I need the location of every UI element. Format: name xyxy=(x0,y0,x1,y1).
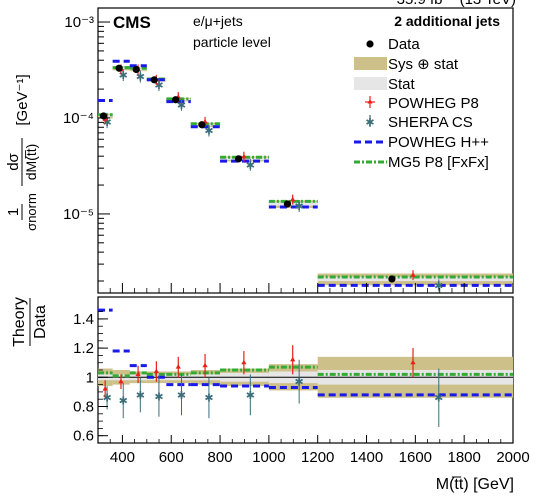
top-powheg-p8-point xyxy=(241,153,247,159)
top-data-point xyxy=(198,121,206,129)
bottom-sherpa-point: ✱ xyxy=(434,393,443,405)
bottom-ytick-label: 1 xyxy=(86,369,94,386)
top-panel-marks: ✱ ✱ ✱ ✱ ✱ ✱ ✱ ✱ ✱ xyxy=(98,59,513,292)
top-sherpa-point: ✱ xyxy=(119,70,128,82)
bottom-powheg-p8-point xyxy=(153,368,159,374)
bottom-xtick-label: 1400 xyxy=(350,449,383,466)
bottom-xtick-label: 1000 xyxy=(252,449,285,466)
legend: Data Sys ⊕ stat Stat POWHEG P8 ✱ SHERPA … xyxy=(354,36,489,171)
lumi-label: 35.9 fb⁻¹ (13 TeV) xyxy=(397,0,516,8)
top-sherpa-point: ✱ xyxy=(246,160,255,172)
category-label: 2 additional jets xyxy=(394,13,500,29)
top-data-point xyxy=(283,200,292,208)
bottom-sherpa-point: ✱ xyxy=(154,391,163,403)
top-sherpa-point: ✱ xyxy=(295,201,304,213)
top-ytick-label: 10⁻⁵ xyxy=(63,206,94,223)
top-powheg-p8-point xyxy=(290,196,296,202)
legend-sys-swatch xyxy=(354,57,387,70)
bottom-powheg-p8-point xyxy=(290,356,296,362)
bottom-panel-marks: ✱ ✱ ✱ ✱ ✱ ✱ ✱ ✱ ✱ xyxy=(98,308,513,427)
bottom-sherpa-point: ✱ xyxy=(177,390,186,402)
top-ylabel-dm: dM(t̅t) xyxy=(23,144,39,181)
bottom-xtick-label: 2000 xyxy=(496,449,529,466)
top-data-point xyxy=(172,96,180,104)
bottom-sherpa-point: ✱ xyxy=(246,390,255,402)
legend-mg5-label: MG5 P8 [FxFx] xyxy=(388,154,489,171)
top-sherpa-point: ✱ xyxy=(204,126,213,138)
bottom-sherpa-point: ✱ xyxy=(204,393,213,405)
legend-sys-label: Sys ⊕ stat xyxy=(388,56,459,73)
bottom-ytick-label: 1.2 xyxy=(73,340,94,357)
top-sherpa-point: ✱ xyxy=(434,280,443,292)
bottom-sherpa-point: ✱ xyxy=(119,396,128,408)
bottom-xtick-label: 400 xyxy=(110,449,135,466)
bottom-powheg-p8-point xyxy=(175,364,181,369)
bottom-sherpa-point: ✱ xyxy=(102,393,111,405)
svg-text:✱: ✱ xyxy=(365,117,374,129)
bottom-sherpa-point: ✱ xyxy=(295,377,304,389)
bottom-xtick-label: 1800 xyxy=(447,449,480,466)
bottom-powheg-p8-point xyxy=(118,378,124,384)
bottom-xtick-label: 600 xyxy=(159,449,184,466)
legend-stat-label: Stat xyxy=(388,76,416,93)
legend-powheg-p8-marker xyxy=(365,96,375,108)
top-powheg-p8-point xyxy=(410,272,416,277)
cms-label: CMS xyxy=(113,13,151,32)
legend-stat-swatch xyxy=(354,77,387,90)
top-sherpa-point: ✱ xyxy=(154,80,163,92)
top-ylabel-sigma: σnorm xyxy=(24,193,39,231)
top-ylabel-unit: [GeV⁻¹] xyxy=(14,74,31,125)
legend-sherpa-marker: ✱ xyxy=(365,115,375,129)
bottom-ytick-label: 0.6 xyxy=(73,428,94,445)
top-data-point xyxy=(235,155,243,163)
top-sherpa-point: ✱ xyxy=(136,72,145,84)
bottom-xtick-label: 800 xyxy=(208,449,233,466)
top-data-point xyxy=(150,76,158,84)
top-ytick-label: 10⁻⁴ xyxy=(63,110,94,127)
bottom-xtick-label: 1200 xyxy=(301,449,334,466)
bottom-powheg-p8-point xyxy=(135,371,141,376)
legend-data-label: Data xyxy=(388,36,420,53)
bottom-powheg-p8-point xyxy=(241,359,247,365)
top-ylabel-one: 1 xyxy=(5,208,22,216)
bottom-ylabel: Theory Data xyxy=(11,297,49,347)
top-sherpa-point: ✱ xyxy=(102,117,111,129)
channel-label-line1: e/μ+jets xyxy=(193,13,243,29)
bottom-ytick-label: 1.4 xyxy=(73,311,94,328)
xlabel: M(t̅t) [GeV] xyxy=(436,476,514,493)
top-data-point xyxy=(115,64,123,72)
bottom-sherpa-point: ✱ xyxy=(136,390,145,402)
top-ytick-label: 10⁻³ xyxy=(64,14,94,31)
bottom-powheg-p8-point xyxy=(102,385,108,391)
top-ylabel: 1 σnorm dσ dM(t̅t) [GeV⁻¹] xyxy=(5,74,39,230)
bottom-xtick-label: 1600 xyxy=(399,449,432,466)
channel-label-line2: particle level xyxy=(193,34,271,50)
top-ylabel-dsigma: dσ xyxy=(5,152,22,170)
bottom-ylabel-data: Data xyxy=(32,305,49,339)
bottom-powheg-p8-point xyxy=(410,359,416,365)
legend-powheg-p8-label: POWHEG P8 xyxy=(388,95,479,112)
bottom-ylabel-theory: Theory xyxy=(11,297,28,347)
top-sherpa-point: ✱ xyxy=(177,100,186,112)
top-stat-band xyxy=(317,276,513,282)
axes-ticks: 10⁻³ 10⁻⁴ 10⁻⁵ 0.6 0.8 1 1.2 1.4 400 600 800 1000 12… xyxy=(63,14,530,466)
legend-powheg-hpp-label: POWHEG H++ xyxy=(388,134,489,151)
legend-sherpa-label: SHERPA CS xyxy=(388,114,473,131)
bottom-powheg-p8-point xyxy=(202,362,208,368)
top-data-point xyxy=(132,65,140,74)
legend-data-marker xyxy=(366,40,374,48)
bottom-ytick-label: 0.8 xyxy=(73,399,94,416)
top-data-point xyxy=(388,275,396,283)
